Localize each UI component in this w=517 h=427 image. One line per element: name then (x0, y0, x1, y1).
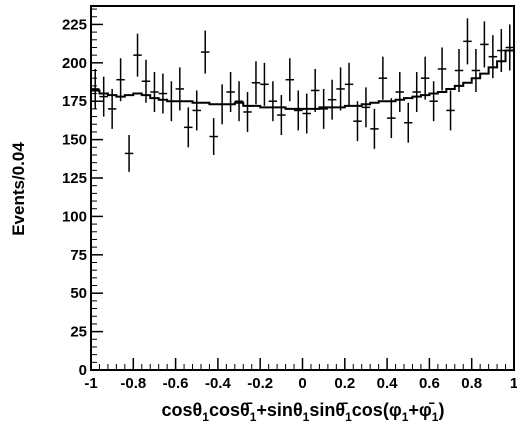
x-axis-label-part: 1 (303, 410, 310, 424)
x-axis-label-part: cos (209, 400, 240, 420)
x-tick-label: 0 (298, 375, 306, 392)
x-tick-label: -0.6 (163, 375, 189, 392)
x-axis-label-part: 1 (402, 410, 409, 424)
data-point (200, 30, 210, 74)
x-axis-label-part: + (408, 400, 419, 420)
x-tick-label: 0.2 (334, 375, 355, 392)
data-point (361, 87, 371, 128)
x-tick-label: 0.4 (377, 375, 399, 392)
x-axis-label-part: 1 (250, 410, 257, 424)
y-tick-label: 75 (70, 247, 87, 264)
data-points (91, 18, 514, 172)
x-axis-label: cosθ1cosθ̄1+sinθ1sinθ̄1cos(φ1+φ̄1) (162, 400, 445, 424)
y-tick-label: 25 (70, 324, 87, 341)
data-point (404, 102, 413, 143)
x-axis-label-part: θ (293, 400, 303, 420)
data-point (395, 72, 405, 112)
data-point (429, 81, 438, 122)
y-tick-label: 100 (62, 208, 87, 225)
data-point (463, 18, 472, 65)
data-point (150, 72, 159, 112)
data-point (480, 21, 489, 68)
data-point (327, 79, 337, 120)
data-point (124, 135, 134, 172)
plot-frame (90, 5, 515, 371)
data-point (446, 90, 455, 131)
data-point (133, 33, 142, 77)
x-tick-label: -0.8 (120, 375, 146, 392)
data-point (116, 58, 125, 102)
data-point (420, 56, 430, 100)
y-axis-label: Events/0.04 (9, 142, 28, 236)
x-tick-label: 0.8 (461, 375, 482, 392)
data-point (91, 68, 100, 109)
data-point (412, 72, 421, 112)
data-point (243, 92, 252, 132)
data-point (302, 93, 311, 134)
data-point (158, 73, 168, 114)
x-axis-label-part: +sin (256, 400, 293, 420)
x-axis-label-part: cos (162, 400, 193, 420)
x-axis-label-part: sin (309, 400, 335, 420)
data-point (141, 59, 151, 103)
y-tick-label: 50 (70, 285, 87, 302)
axes: 0 25 50 75 100 125 150 175 200 225 -1 -0.8 -0.6 -0.4-… (62, 8, 517, 392)
x-tick-label: -0.4 (205, 375, 232, 392)
y-tick-label: 150 (62, 132, 87, 149)
x-axis-label-part: φ (389, 400, 402, 420)
data-point (175, 67, 185, 111)
y-tick-label: 125 (62, 170, 87, 187)
data-point (192, 90, 201, 131)
data-point (294, 90, 303, 131)
data-point (209, 118, 218, 155)
data-point (319, 88, 328, 129)
x-axis-label-part: 1 (202, 410, 209, 424)
data-point (285, 58, 295, 102)
y-tick-label: 200 (62, 55, 87, 72)
data-point (471, 49, 481, 93)
data-point (437, 47, 447, 91)
data-point (184, 107, 193, 148)
data-point (370, 108, 379, 149)
data-point (353, 101, 362, 142)
data-point (167, 81, 176, 122)
data-point (277, 95, 286, 136)
x-axis-label-part: 1 (345, 410, 352, 424)
data-point (378, 56, 388, 100)
data-point (268, 81, 278, 122)
data-point (488, 35, 498, 79)
x-axis-label-part: 1 (432, 410, 439, 424)
data-point (107, 88, 117, 129)
x-tick-label: -1 (84, 375, 97, 392)
y-tick-label: 225 (62, 16, 87, 33)
data-point (226, 72, 235, 112)
x-tick-label: 1 (510, 375, 517, 392)
data-point (344, 62, 354, 106)
x-axis-label-part: ) (438, 400, 444, 420)
x-axis-label-part: θ̄ (335, 400, 348, 420)
x-axis-label-part: cos( (352, 400, 389, 420)
data-point (260, 62, 269, 106)
y-tick-label: 175 (62, 93, 87, 110)
data-point (505, 24, 514, 71)
data-point (99, 76, 108, 117)
data-point (234, 81, 244, 122)
x-axis-label-part: θ (193, 400, 203, 420)
data-point (336, 67, 345, 111)
data-point (251, 61, 261, 105)
y-tick-label: 0 (79, 362, 87, 379)
data-point (454, 49, 464, 93)
data-point (310, 68, 320, 112)
x-tick-label: -0.2 (247, 375, 273, 392)
x-tick-label: 0.6 (419, 375, 440, 392)
x-axis-label-part: φ̄ (419, 400, 435, 420)
data-point (497, 29, 506, 73)
data-point (387, 98, 396, 139)
x-axis-label-part: θ̄ (240, 400, 253, 420)
data-point (217, 84, 227, 125)
